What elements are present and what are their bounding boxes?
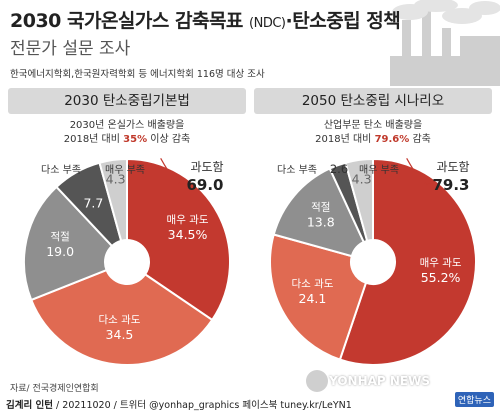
left-desc-pre: 2018년 대비 xyxy=(63,134,124,145)
source-note: 자료/ 전국경제인연합회 xyxy=(10,384,99,394)
category-label-somewhat-lacking: 다소 부족 xyxy=(41,164,81,176)
brand-badge: 연합뉴스 xyxy=(454,392,494,407)
footer-sep-2: / xyxy=(113,400,120,411)
footer-credits: 김계리 인턴 / 20211020 / 트위터 @yonhap_graphics… xyxy=(0,396,500,416)
excessive-group-bracket xyxy=(160,158,186,186)
right-desc-line1: 산업부문 탄소 배출량을 xyxy=(323,120,423,131)
value-label-somewhat-lacking: 2.6 xyxy=(330,162,348,176)
excessive-group-label: 과도함 xyxy=(436,160,469,174)
category-label-appropriate: 적절 xyxy=(50,230,69,243)
value-label-very-lacking: 4.3 xyxy=(106,171,126,186)
value-label-appropriate: 19.0 xyxy=(46,244,74,259)
right-desc-highlight: 79.6% xyxy=(374,134,410,145)
title-main: 2030 국가온실가스 감축목표 xyxy=(10,10,243,32)
slice-very-lacking xyxy=(344,157,374,243)
excessive-group-label: 과도함 xyxy=(190,160,223,174)
category-label-somewhat-excessive: 다소 과도 xyxy=(291,278,333,290)
left-desc-line2: 2018년 대비 35% 이상 감축 xyxy=(8,133,246,147)
slice-very-lacking xyxy=(98,157,128,243)
footer-twitter[interactable]: 트위터 @yonhap_graphics xyxy=(119,400,240,411)
slice-very-excessive xyxy=(126,157,231,322)
value-label-somewhat-excessive: 34.5 xyxy=(106,327,134,342)
category-label-very-lacking: 매우 부족 xyxy=(359,164,399,176)
value-label-very-excessive: 34.5% xyxy=(168,227,208,242)
left-panel-description: 2030년 온실가스 배출량을 2018년 대비 35% 이상 감축 xyxy=(8,119,246,147)
slice-somewhat-excessive xyxy=(269,233,368,361)
footer-facebook[interactable]: 페이스북 tuney.kr/LeYN1 xyxy=(242,400,352,411)
right-panel-description: 산업부문 탄소 배출량을 2018년 대비 79.6% 감축 xyxy=(254,119,492,147)
right-desc-line2: 2018년 대비 79.6% 감축 xyxy=(254,133,492,147)
value-label-very-excessive: 55.2% xyxy=(421,270,461,285)
page-subtitle: 전문가 설문 조사 xyxy=(10,39,131,59)
survey-note: 한국에너지학회,한국원자력학회 등 에너지학회 116명 대상 조사 xyxy=(10,69,265,80)
category-label-very-excessive: 매우 과도 xyxy=(167,214,209,226)
value-label-somewhat-excessive: 24.1 xyxy=(299,291,327,306)
right-desc-pre: 2018년 대비 xyxy=(315,134,375,145)
category-label-somewhat-lacking: 다소 부족 xyxy=(277,164,317,176)
excessive-group-bracket xyxy=(406,158,432,186)
right-panel-heading: 2050 탄소중립 시나리오 xyxy=(254,88,492,114)
title-ndc: (NDC) xyxy=(249,16,286,31)
factory-illustration xyxy=(390,0,500,86)
title-rest: ·탄소중립 정책 xyxy=(285,10,401,32)
watermark: YONHAP NEWS xyxy=(329,374,430,388)
left-desc-line1: 2030년 온실가스 배출량을 xyxy=(69,120,185,131)
footer-date: 20211020 xyxy=(62,400,111,411)
value-label-very-lacking: 4.3 xyxy=(352,171,372,186)
slice-somewhat-excessive xyxy=(29,268,214,366)
right-desc-post: 감축 xyxy=(409,134,431,145)
excessive-group-value: 79.3 xyxy=(432,176,469,194)
footer-sep-1: / xyxy=(56,400,63,411)
slice-appropriate xyxy=(23,185,114,302)
page-title: 2030 국가온실가스 감축목표 (NDC)·탄소중립 정책 xyxy=(10,6,401,33)
yonhap-logo-icon xyxy=(306,370,328,392)
left-desc-post: 이상 감축 xyxy=(147,134,191,145)
excessive-group-value: 69.0 xyxy=(186,176,223,194)
value-label-somewhat-lacking: 7.7 xyxy=(83,195,103,210)
left-desc-highlight: 35% xyxy=(123,134,148,145)
category-label-somewhat-excessive: 다소 과도 xyxy=(98,314,140,326)
footer-author: 김계리 인턴 xyxy=(6,400,54,411)
category-label-appropriate: 적절 xyxy=(311,201,330,214)
slice-appropriate xyxy=(272,167,366,258)
value-label-appropriate: 13.8 xyxy=(307,215,335,230)
left-panel-heading: 2030 탄소중립기본법 xyxy=(8,88,246,114)
category-label-very-lacking: 매우 부족 xyxy=(105,164,145,176)
category-label-very-excessive: 매우 과도 xyxy=(420,257,462,269)
